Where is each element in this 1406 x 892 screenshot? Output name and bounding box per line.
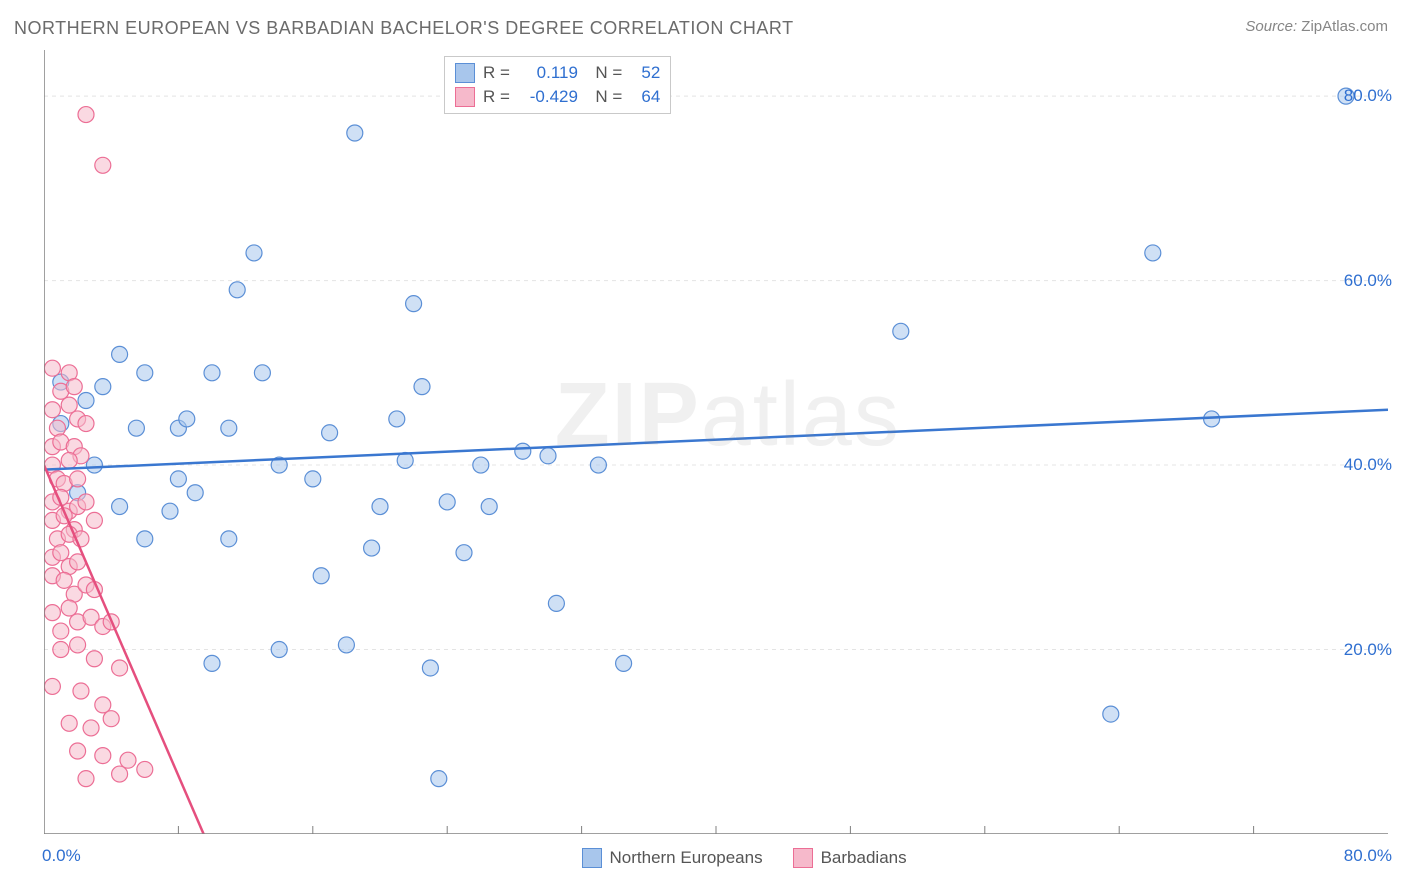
legend-series-item: Barbadians: [793, 848, 907, 868]
legend-n-value: 52: [630, 63, 660, 83]
source-name: ZipAtlas.com: [1301, 18, 1388, 35]
legend-n-value: 64: [630, 87, 660, 107]
chart-container: NORTHERN EUROPEAN VS BARBADIAN BACHELOR'…: [0, 0, 1406, 892]
legend-r-label: R =: [483, 63, 510, 83]
legend-swatch: [455, 87, 475, 107]
y-tick-label: 80.0%: [1344, 86, 1392, 106]
legend-series-item: Northern Europeans: [582, 848, 763, 868]
y-tick-label: 20.0%: [1344, 640, 1392, 660]
legend-r-label: R =: [483, 87, 510, 107]
series-legend: Northern Europeans Barbadians: [582, 848, 907, 868]
correlation-legend: R = 0.119 N = 52 R = -0.429 N = 64: [444, 56, 671, 114]
plot-area: [44, 50, 1388, 834]
legend-correlation-row: R = -0.429 N = 64: [455, 85, 660, 109]
y-tick-label: 40.0%: [1344, 455, 1392, 475]
legend-swatch: [455, 63, 475, 83]
source-label: Source:: [1245, 18, 1297, 35]
source-attribution: Source: ZipAtlas.com: [1245, 18, 1388, 35]
chart-title: NORTHERN EUROPEAN VS BARBADIAN BACHELOR'…: [14, 18, 794, 39]
legend-swatch: [582, 848, 602, 868]
legend-series-name: Barbadians: [821, 848, 907, 868]
legend-r-value: -0.429: [518, 87, 578, 107]
y-tick-label: 60.0%: [1344, 271, 1392, 291]
legend-correlation-row: R = 0.119 N = 52: [455, 61, 660, 85]
x-tick-label: 0.0%: [42, 846, 81, 866]
legend-swatch: [793, 848, 813, 868]
legend-n-label: N =: [586, 87, 622, 107]
x-tick-label: 80.0%: [1344, 846, 1392, 866]
legend-n-label: N =: [586, 63, 622, 83]
legend-r-value: 0.119: [518, 63, 578, 83]
legend-series-name: Northern Europeans: [610, 848, 763, 868]
